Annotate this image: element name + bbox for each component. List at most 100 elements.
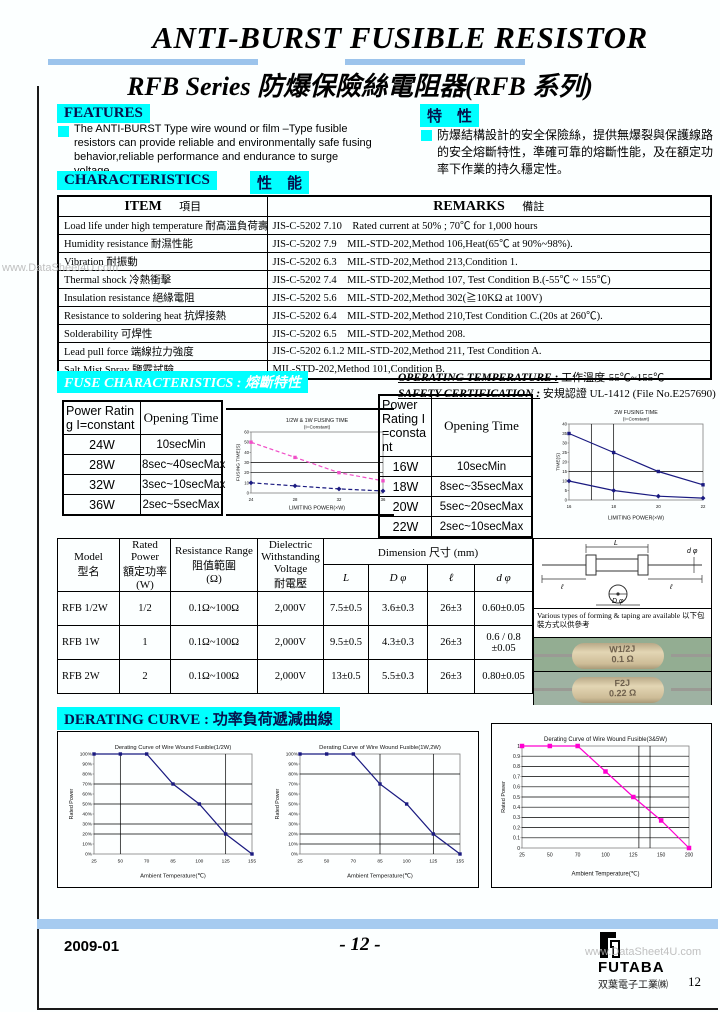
brand-block: FUTABA 双葉電子工業㈱ — [598, 931, 668, 991]
svg-text:1: 1 — [517, 744, 520, 750]
svg-text:35: 35 — [562, 431, 567, 436]
svg-text:0.6: 0.6 — [513, 785, 520, 791]
fuse-table-row: 36W 2sec~5secMax — [62, 494, 223, 516]
item-cell: Insulation resistance 絕緣電阻 — [57, 288, 268, 307]
col-D-phi: D φ — [368, 564, 428, 592]
svg-text:32: 32 — [337, 497, 342, 502]
page-title: ANTI-BURST FUSIBLE RESISTOR — [152, 20, 648, 55]
characteristics-table: ITEM 項目 REMARKS 備註 Load life under high … — [57, 195, 712, 380]
dimension-cell: RFB 1W — [57, 625, 120, 660]
svg-text:0.9: 0.9 — [513, 754, 520, 760]
svg-text:Rated Power: Rated Power — [501, 781, 507, 813]
item-cell: Lead pull force 端線拉力強度 — [57, 342, 268, 361]
dimension-cell: 26±3 — [427, 591, 475, 626]
opening-time-cell: 3sec~10secMax — [140, 474, 225, 495]
svg-text:16: 16 — [567, 504, 572, 509]
opening-time-cell: 2sec~10secMax — [431, 516, 533, 538]
fuse-table: Power Rating I=constant Opening Time 16W 10… — [378, 394, 533, 538]
fuse-table-row: 24W 10secMin — [62, 434, 223, 455]
dimension-cell: 7.5±0.5 — [323, 591, 369, 626]
power-rating-cell: 28W — [62, 454, 141, 475]
svg-text:1/2W & 1W FUSING TIME: 1/2W & 1W FUSING TIME — [286, 418, 349, 424]
remarks-cell: JIS-C-5202 6.5 MIL-STD-202,Method 208. — [266, 324, 712, 343]
dimension-cell: 0.1Ω~100Ω — [170, 625, 258, 660]
fuse-table-row: 22W 2sec~10secMax — [378, 516, 533, 538]
remarks-cell: JIS-C-5202 7.4 MIL-STD-202,Method 107, T… — [266, 270, 712, 289]
svg-text:70: 70 — [144, 858, 150, 864]
fuse-heading: FUSE CHARACTERISTICS : 熔斷特性 — [57, 371, 308, 393]
svg-text:Ambient Temperature(℃): Ambient Temperature(℃) — [347, 874, 413, 880]
features-cn-bullet — [421, 130, 432, 141]
col-rated-power: Rated Power 額定功率 (W) — [119, 538, 171, 592]
svg-text:200: 200 — [685, 853, 694, 859]
resistor-lead — [671, 688, 711, 691]
svg-text:Ambient Temperature(℃): Ambient Temperature(℃) — [572, 872, 640, 878]
svg-text:15: 15 — [562, 469, 567, 474]
svg-text:70: 70 — [575, 853, 581, 859]
features-heading: FEATURES — [57, 104, 150, 123]
svg-text:0.3: 0.3 — [513, 815, 520, 821]
svg-text:20: 20 — [656, 504, 661, 509]
svg-text:0.4: 0.4 — [513, 805, 520, 811]
svg-text:Derating Curve of Wire Wound F: Derating Curve of Wire Wound Fusible(1/2… — [115, 745, 232, 751]
opening-time-header: Opening Time — [431, 394, 533, 457]
svg-text:0: 0 — [565, 498, 568, 503]
remarks-cell: MIL-STD-202,Method 101,Condition B. — [266, 360, 712, 380]
power-rating-cell: 36W — [62, 494, 141, 516]
forming-note-en: Various types of forming & taping are av… — [537, 611, 681, 620]
dimension-table: Model 型名 Rated Power 額定功率 (W) Resistance Ra… — [57, 538, 534, 694]
resistor-marking: F2J 0.22 Ω — [608, 677, 637, 699]
dimension-cell: 0.80±0.05 — [473, 659, 534, 694]
power-rating-header: Power Rating I=constant — [378, 394, 432, 457]
dimension-row: RFB 1W 1 0.1Ω~100Ω 2,000V 9.5±0.5 4.3±0.3 26±3… — [57, 625, 534, 660]
col-model: Model 型名 — [57, 538, 120, 592]
svg-text:40: 40 — [244, 450, 249, 455]
brand-name-cn: 双葉電子工業㈱ — [598, 980, 668, 991]
resistor-marking: W1/2J 0.1 Ω — [609, 643, 636, 665]
svg-text:50: 50 — [244, 440, 249, 445]
watermark-footer: www.DataSheet4U.com — [585, 946, 702, 958]
remarks-cell: JIS-C-5202 6.4 MIL-STD-202,Method 210,Te… — [266, 306, 712, 325]
power-rating-cell: 18W — [378, 476, 432, 497]
svg-text:25: 25 — [519, 853, 525, 859]
svg-text:100: 100 — [195, 858, 203, 864]
fuse-table-24-36w: Power Rating I=constant Opening Time 24W 10… — [62, 400, 225, 516]
resistor-lead — [534, 654, 574, 657]
power-rating-cell: 22W — [378, 516, 432, 538]
svg-text:24: 24 — [249, 497, 254, 502]
remarks-cell: JIS-C-5202 7.10 Rated current at 50% ; 7… — [266, 216, 712, 235]
svg-text:20%: 20% — [288, 832, 298, 838]
svg-text:10: 10 — [244, 480, 249, 485]
svg-text:100: 100 — [403, 858, 411, 864]
opening-time-header: Opening Time — [140, 400, 223, 435]
resistor-lead — [671, 654, 711, 657]
dimension-header-row-1: Model 型名 Rated Power 額定功率 (W) Resistance Ra… — [57, 538, 534, 592]
dimension-cell: 5.5±0.3 — [368, 659, 428, 694]
svg-text:TIME(S): TIME(S) — [555, 453, 561, 471]
svg-text:20%: 20% — [82, 832, 92, 838]
opening-time-cell: 10secMin — [140, 434, 223, 455]
fusing-time-chart-2w: 0 5 10 15 20 25 30 35 40 16 18 20 22 2W FUSING TIME(I… — [555, 410, 706, 522]
characteristics-row: Humidity resistance 耐濕性能 JIS-C-5202 7.9 M… — [57, 234, 712, 253]
footer-accent-bar — [37, 919, 718, 929]
remarks-cell: JIS-C-5202 6.3 MIL-STD-202,Method 213,Co… — [266, 252, 712, 271]
dimension-row: RFB 2W 2 0.1Ω~100Ω 2,000V 13±0.5 5.5±0.3 26±3 0… — [57, 659, 534, 694]
features-heading-cn: 特 性 — [420, 104, 480, 127]
derating-heading-en: DERATING CURVE : — [64, 712, 210, 728]
dimension-cell: 26±3 — [427, 625, 475, 660]
remarks-header: REMARKS 備註 — [266, 195, 712, 217]
futaba-logo-icon — [600, 932, 620, 958]
fuse-table-row: 18W 8sec~35secMax — [378, 476, 533, 497]
svg-text:50: 50 — [547, 853, 553, 859]
svg-text:FUSING TIME(S): FUSING TIME(S) — [235, 443, 241, 481]
fuse-table-row: 20W 5sec~20secMax — [378, 496, 533, 517]
col-L: L — [323, 564, 369, 592]
opening-time-cell: 2sec~5secMax — [140, 494, 223, 516]
safety-certification-value: 安規認證 UL-1412 (File No.E257690) — [542, 388, 716, 400]
svg-text:18: 18 — [611, 504, 616, 509]
svg-text:85: 85 — [170, 858, 176, 864]
svg-text:155: 155 — [456, 858, 464, 864]
svg-text:LIMITING POWER(×W): LIMITING POWER(×W) — [289, 506, 345, 512]
